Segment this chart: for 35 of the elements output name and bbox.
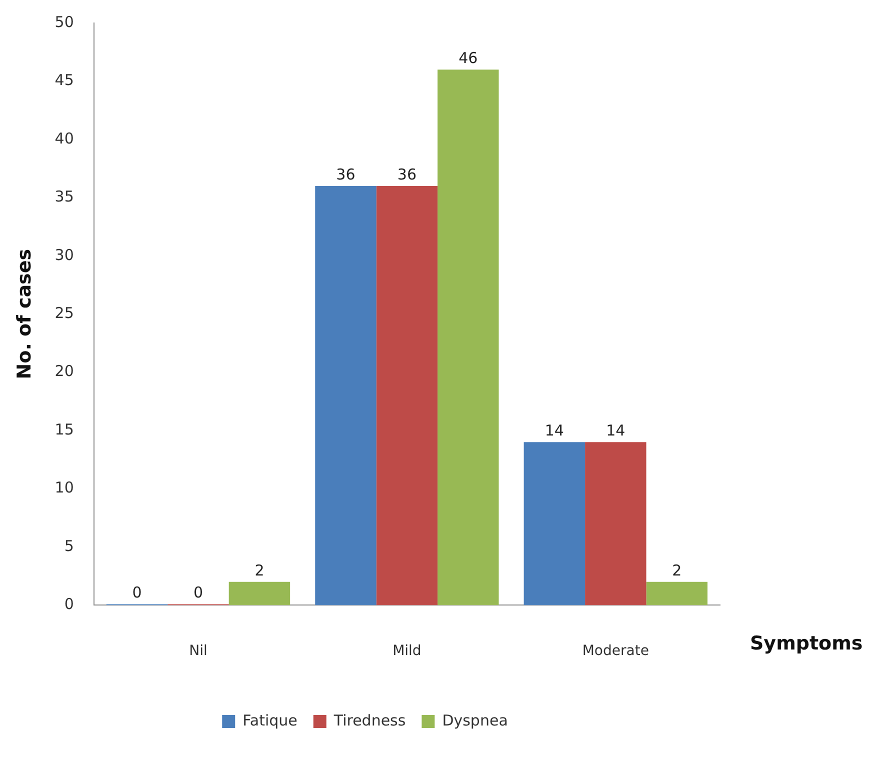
data-label: 0 [132,584,142,602]
y-tick-label: 35 [54,188,74,206]
x-tick-label: Moderate [582,643,649,660]
data-label: 0 [193,584,204,602]
y-tick-label: 15 [54,420,74,438]
x-tick-label: Mild [392,643,422,660]
legend-label: Dyspnea [442,711,508,730]
bar [585,442,646,606]
y-tick-label: 20 [54,362,74,380]
bar [315,186,376,606]
legend-label: Tiredness [332,711,406,730]
data-label: 2 [254,561,264,580]
bar [228,582,290,606]
data-label: 36 [397,165,416,184]
data-label: 46 [458,48,478,67]
bar [646,582,708,606]
x-tick-label: Nil [189,643,208,660]
bar [376,186,438,606]
y-tick-label: 10 [54,478,74,497]
y-tick-label: 30 [54,246,74,264]
data-label: 14 [544,422,564,440]
y-tick-label: 0 [64,595,74,614]
bar [524,442,586,606]
y-axis-title: No. of cases [13,248,36,380]
y-tick-label: 45 [54,71,74,90]
y-tick-label: 50 [54,12,74,31]
data-label: 2 [672,561,682,580]
x-axis-title: Symptoms [750,632,863,655]
bar [438,70,499,606]
y-tick-label: 5 [64,536,74,555]
data-label: 14 [606,422,626,440]
data-label: 36 [336,165,356,184]
legend-label: Fatique [242,711,298,730]
y-tick-label: 40 [54,129,74,148]
y-tick-label: 25 [54,304,74,322]
